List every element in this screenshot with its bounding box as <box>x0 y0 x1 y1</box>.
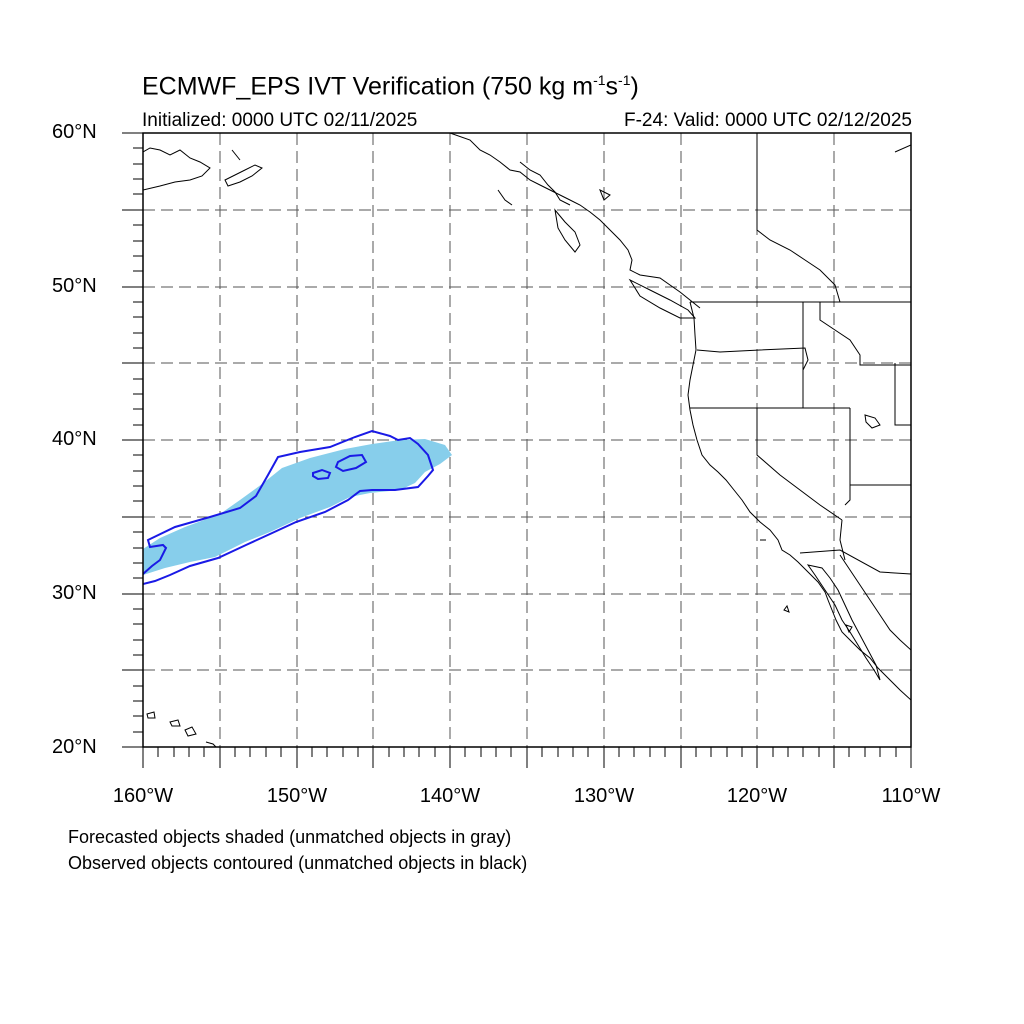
legend-forecast-note: Forecasted objects shaded (unmatched obj… <box>68 827 512 847</box>
lon-label-120w: 120°W <box>726 785 788 807</box>
tick-marks <box>122 132 912 768</box>
legend-observed-note: Observed objects contoured (unmatched ob… <box>68 853 528 873</box>
initialized-time: Initialized: 0000 UTC 02/11/2025 <box>142 110 418 131</box>
lon-label-110w: 110°W <box>881 785 941 807</box>
lon-label-150w: 150°W <box>266 785 328 807</box>
lat-label-20n: 20°N <box>52 736 97 758</box>
forecast-object <box>143 439 452 575</box>
coastlines <box>143 133 911 747</box>
lon-label-160w: 160°W <box>112 785 174 807</box>
lat-label-30n: 30°N <box>52 582 97 604</box>
lat-label-40n: 40°N <box>52 428 97 450</box>
lat-label-60n: 60°N <box>52 121 97 143</box>
lon-label-130w: 130°W <box>573 785 635 807</box>
observed-object-contour <box>143 429 435 585</box>
grid-lines <box>143 133 911 747</box>
map-title: ECMWF_EPS IVT Verification (750 kg m-1s-… <box>142 72 639 101</box>
valid-time: F-24: Valid: 0000 UTC 02/12/2025 <box>624 110 912 131</box>
lat-label-50n: 50°N <box>52 275 97 297</box>
lon-label-140w: 140°W <box>419 785 481 807</box>
observed-object-inner-2 <box>312 468 332 481</box>
observed-object-inner-1 <box>334 453 368 473</box>
